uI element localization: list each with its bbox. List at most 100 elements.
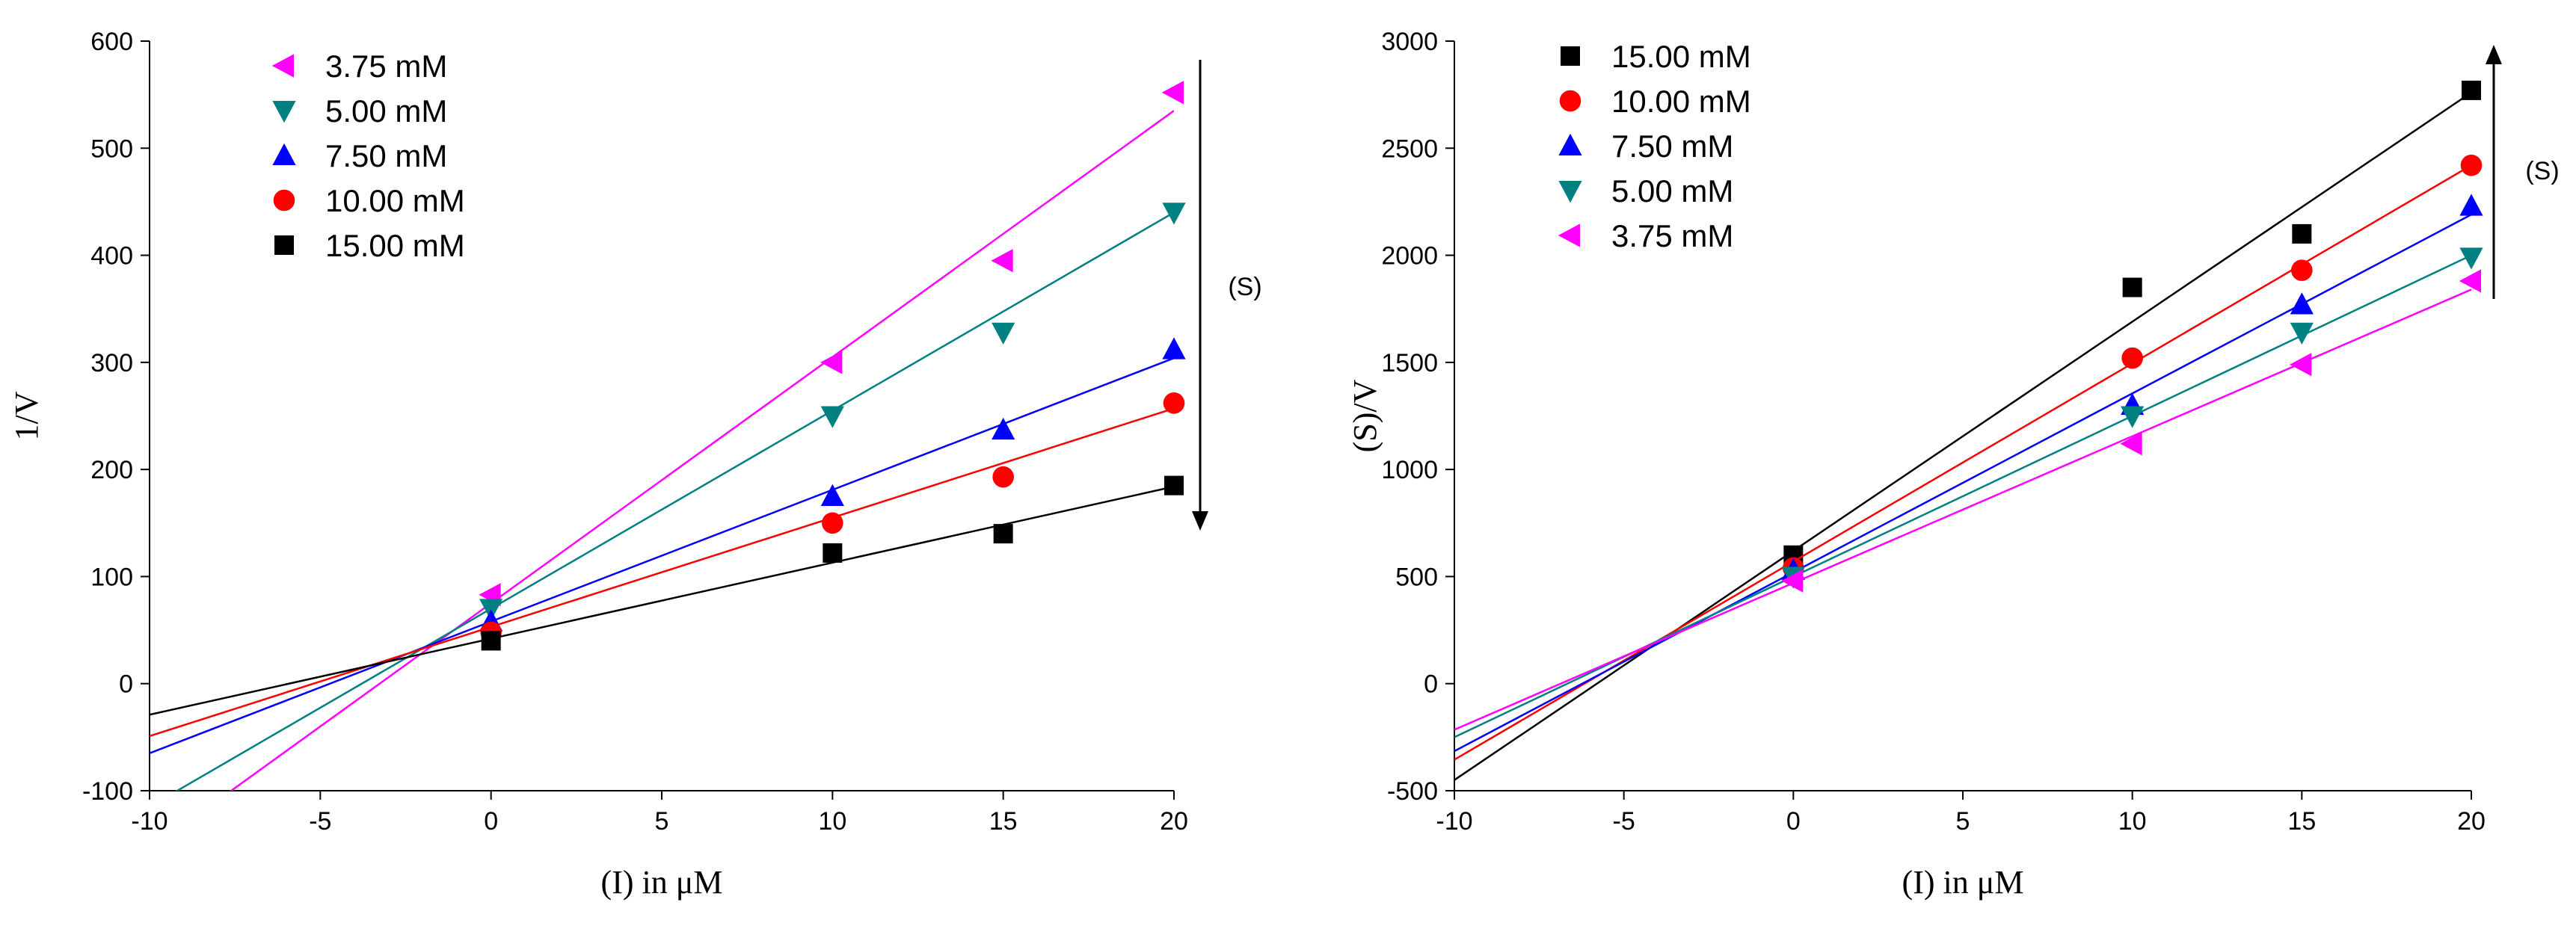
trend-arrow: (S) xyxy=(1192,60,1262,531)
data-point xyxy=(2122,277,2142,297)
series-15-00-mM xyxy=(150,475,1184,716)
data-point xyxy=(2121,347,2143,369)
fit-line xyxy=(1454,254,2471,738)
data-point xyxy=(991,249,1013,273)
y-tick-label: 1500 xyxy=(1381,349,1438,377)
legend-label: 15.00 mM xyxy=(325,228,465,263)
legend-marker xyxy=(272,143,296,165)
y-tick-label: -100 xyxy=(82,777,133,806)
data-point xyxy=(2459,194,2483,216)
y-tick-label: 500 xyxy=(1395,563,1438,591)
legend-marker xyxy=(1561,46,1580,66)
data-point xyxy=(1781,569,1804,593)
data-point xyxy=(820,484,844,506)
data-point xyxy=(1164,475,1184,496)
data-point xyxy=(820,351,843,374)
trend-arrow: (S) xyxy=(2486,45,2560,299)
x-tick-label: 5 xyxy=(655,807,669,836)
legend-marker xyxy=(272,101,296,123)
series-10-00-mM xyxy=(150,392,1185,738)
legend: 3.75 mM 5.00 mM 7.50 mM 10.00 mM 15.00 mM xyxy=(271,49,465,263)
series-7-50-mM xyxy=(1454,194,2483,753)
data-point xyxy=(2290,322,2314,345)
data-point xyxy=(2290,292,2314,315)
x-tick-label: 10 xyxy=(818,807,846,836)
legend-label: 7.50 mM xyxy=(325,138,447,173)
data-point xyxy=(2290,353,2312,377)
legend-marker xyxy=(1558,181,1582,203)
arrow-label: (S) xyxy=(2525,157,2559,185)
data-point xyxy=(481,631,501,651)
arrow-label: (S) xyxy=(1228,273,1261,301)
y-axis-title: 1/V xyxy=(8,391,45,440)
legend-label: 3.75 mM xyxy=(325,49,447,84)
data-point xyxy=(1163,392,1185,414)
y-tick-label: 300 xyxy=(90,349,133,377)
y-tick-label: 100 xyxy=(90,563,133,591)
x-tick-label: 15 xyxy=(2287,807,2316,836)
data-point xyxy=(992,322,1015,345)
x-tick-label: 15 xyxy=(989,807,1018,836)
arrow-head xyxy=(1192,511,1208,531)
x-axis-title: (I) in μM xyxy=(601,864,723,901)
legend-label: 10.00 mM xyxy=(325,183,465,218)
fit-line xyxy=(230,110,1174,791)
data-point xyxy=(1161,81,1184,105)
x-tick-label: 20 xyxy=(2457,807,2486,836)
data-point xyxy=(2460,154,2483,176)
fit-line xyxy=(150,356,1174,755)
data-point xyxy=(2291,259,2313,281)
legend-marker xyxy=(1558,223,1580,247)
data-point xyxy=(993,524,1013,544)
x-tick-label: -5 xyxy=(1613,807,1635,836)
legend-label: 5.00 mM xyxy=(1611,173,1733,209)
x-tick-label: 0 xyxy=(1786,807,1801,836)
data-point xyxy=(823,543,843,563)
y-tick-label: 2500 xyxy=(1381,135,1438,163)
series-15-00-mM xyxy=(1454,80,2481,781)
data-point xyxy=(2462,80,2481,100)
series-7-50-mM xyxy=(150,337,1186,755)
series-3-75-mM xyxy=(1454,269,2481,731)
data-point xyxy=(1162,203,1186,225)
legend: 15.00 mM 10.00 mM 7.50 mM 5.00 mM 3.75 mM xyxy=(1558,39,1751,253)
data-point xyxy=(2459,269,2481,293)
data-point xyxy=(2459,247,2483,270)
x-tick-label: 0 xyxy=(484,807,498,836)
y-axis-title: (S)/V xyxy=(1347,379,1383,452)
x-tick-label: -10 xyxy=(131,807,167,836)
y-tick-label: 3000 xyxy=(1381,28,1438,56)
legend-label: 3.75 mM xyxy=(1611,218,1733,253)
y-tick-label: 1000 xyxy=(1381,456,1438,484)
fit-line xyxy=(175,212,1174,791)
data-point xyxy=(1162,337,1186,359)
x-tick-label: 10 xyxy=(2118,807,2147,836)
arrow-head xyxy=(2486,45,2502,64)
fit-line xyxy=(1454,288,2471,731)
legend-label: 10.00 mM xyxy=(1611,84,1751,119)
legend-marker xyxy=(1558,133,1582,155)
data-point xyxy=(2120,432,2142,456)
x-tick-label: 5 xyxy=(1956,807,1970,836)
legend-marker xyxy=(274,235,294,255)
y-tick-label: 200 xyxy=(90,456,133,484)
data-point xyxy=(992,417,1015,440)
x-tick-label: -10 xyxy=(1436,807,1472,836)
series-5-00-mM xyxy=(175,203,1186,791)
legend-label: 5.00 mM xyxy=(325,93,447,129)
data-point xyxy=(992,466,1014,488)
y-tick-label: 600 xyxy=(90,28,133,56)
y-tick-label: -500 xyxy=(1387,777,1438,806)
y-tick-label: 2000 xyxy=(1381,242,1438,271)
x-tick-label: 20 xyxy=(1160,807,1188,836)
data-point xyxy=(820,406,844,428)
y-tick-label: 400 xyxy=(90,242,133,271)
y-tick-label: 500 xyxy=(90,135,133,163)
y-tick-label: 0 xyxy=(1424,670,1438,699)
fit-line xyxy=(1454,91,2471,781)
legend-marker xyxy=(271,54,294,78)
fit-line xyxy=(150,407,1174,738)
data-point xyxy=(2121,406,2145,428)
legend-label: 7.50 mM xyxy=(1611,129,1733,164)
